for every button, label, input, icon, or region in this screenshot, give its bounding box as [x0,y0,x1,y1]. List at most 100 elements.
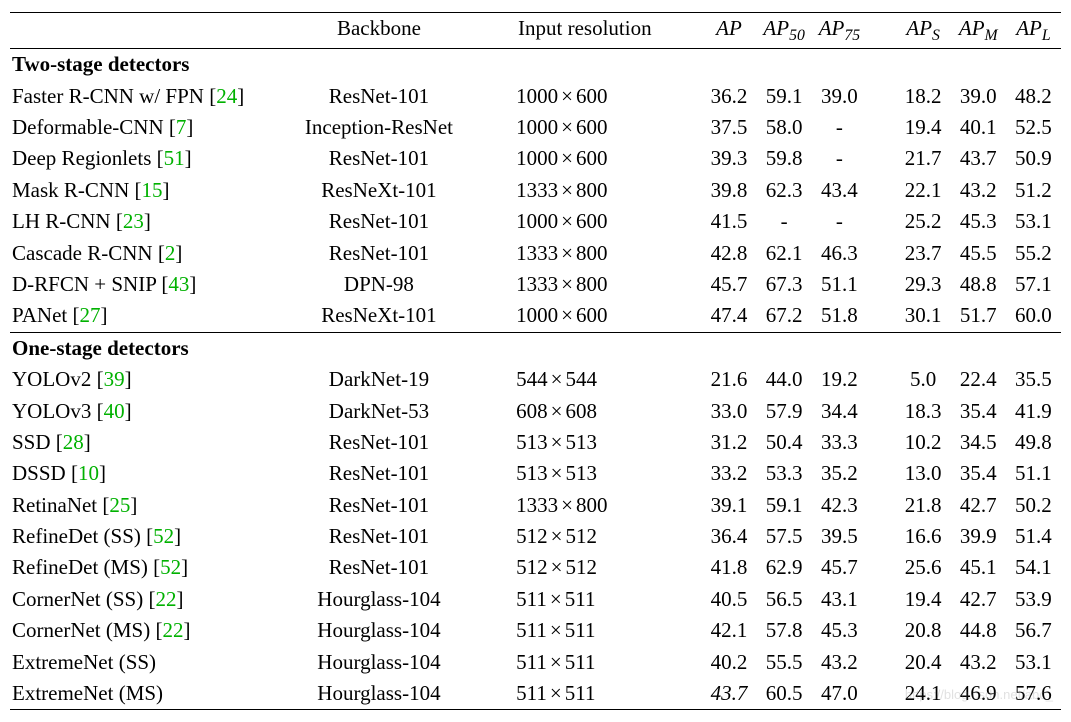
citation-link[interactable]: 10 [78,461,99,485]
gap-cell [867,552,896,583]
apl-cell: 60.0 [1006,300,1061,332]
resolution-cell: 511×511 [468,647,701,678]
resolution-cell: 1000×600 [468,81,701,112]
table-row: LH R-CNN [23]ResNet-1011000×60041.5--25.… [10,206,1061,237]
table-row: YOLOv3 [40]DarkNet-53608×60833.057.934.4… [10,396,1061,427]
aps-cell: 21.8 [896,490,951,521]
ap50-cell: 57.5 [756,521,811,552]
method-name: PANet [27] [10,300,290,332]
gap-cell [867,647,896,678]
citation-link[interactable]: 51 [164,146,185,170]
apm-cell: 43.2 [951,175,1006,206]
resolution-cell: 1000×600 [468,112,701,143]
ap-cell: 33.2 [701,458,756,489]
table-row: ExtremeNet (SS)Hourglass-104511×51140.25… [10,647,1061,678]
ap-cell: 39.8 [701,175,756,206]
ap50-cell: 67.2 [756,300,811,332]
aps-cell: 20.8 [896,615,951,646]
ap-cell: 36.2 [701,81,756,112]
apm-cell: 35.4 [951,396,1006,427]
method-name: Deep Regionlets [51] [10,143,290,174]
ap-cell: 41.8 [701,552,756,583]
apl-cell: 53.9 [1006,584,1061,615]
citation-link[interactable]: 15 [142,178,163,202]
ap75-cell: 51.1 [812,269,867,300]
aps-cell: 24.1 [896,678,951,710]
backbone-cell: DPN-98 [290,269,468,300]
ap50-cell: 62.1 [756,238,811,269]
citation-link[interactable]: 25 [109,493,130,517]
citation-link[interactable]: 27 [80,303,101,327]
gap-cell [867,143,896,174]
ap50-cell: 57.8 [756,615,811,646]
aps-cell: 19.4 [896,584,951,615]
backbone-cell: Inception-ResNet [290,112,468,143]
resolution-cell: 1333×800 [468,238,701,269]
ap75-cell: - [812,143,867,174]
citation-link[interactable]: 28 [63,430,84,454]
backbone-cell: ResNet-101 [290,238,468,269]
backbone-cell: ResNet-101 [290,490,468,521]
table-row: RefineDet (MS) [52]ResNet-101512×51241.8… [10,552,1061,583]
table-row: DSSD [10]ResNet-101513×51333.253.335.213… [10,458,1061,489]
ap-cell: 40.2 [701,647,756,678]
gap-cell [867,112,896,143]
col-header-apl: APL [1006,13,1061,49]
apl-cell: 49.8 [1006,427,1061,458]
ap-cell: 37.5 [701,112,756,143]
citation-link[interactable]: 23 [123,209,144,233]
col-header-ap75: AP75 [812,13,867,49]
method-name: DSSD [10] [10,458,290,489]
citation-link[interactable]: 24 [216,84,237,108]
citation-link[interactable]: 43 [168,272,189,296]
ap-cell: 42.1 [701,615,756,646]
ap-cell: 21.6 [701,364,756,395]
citation-link[interactable]: 39 [104,367,125,391]
citation-link[interactable]: 52 [153,524,174,548]
apl-cell: 51.2 [1006,175,1061,206]
apl-cell: 35.5 [1006,364,1061,395]
resolution-cell: 1000×600 [468,143,701,174]
citation-link[interactable]: 22 [155,587,176,611]
citation-link[interactable]: 40 [104,399,125,423]
ap50-cell: 57.9 [756,396,811,427]
backbone-cell: ResNeXt-101 [290,300,468,332]
ap75-cell: - [812,112,867,143]
resolution-cell: 511×511 [468,615,701,646]
backbone-cell: ResNet-101 [290,552,468,583]
apm-cell: 42.7 [951,490,1006,521]
resolution-cell: 1333×800 [468,269,701,300]
gap-cell [867,81,896,112]
ap75-cell: 35.2 [812,458,867,489]
table-row: ExtremeNet (MS)Hourglass-104511×51143.76… [10,678,1061,710]
citation-link[interactable]: 7 [176,115,187,139]
table-row: PANet [27]ResNeXt-1011000×60047.467.251.… [10,300,1061,332]
citation-link[interactable]: 52 [160,555,181,579]
apm-cell: 48.8 [951,269,1006,300]
apl-cell: 50.2 [1006,490,1061,521]
ap75-cell: 45.7 [812,552,867,583]
aps-cell: 22.1 [896,175,951,206]
aps-cell: 23.7 [896,238,951,269]
ap75-cell: - [812,206,867,237]
citation-link[interactable]: 2 [165,241,176,265]
aps-cell: 18.3 [896,396,951,427]
ap75-cell: 46.3 [812,238,867,269]
ap75-cell: 43.1 [812,584,867,615]
apl-cell: 54.1 [1006,552,1061,583]
citation-link[interactable]: 22 [162,618,183,642]
gap-cell [867,678,896,710]
method-name: Cascade R-CNN [2] [10,238,290,269]
section-header: Two-stage detectors [10,49,1061,81]
aps-cell: 29.3 [896,269,951,300]
method-name: Deformable-CNN [7] [10,112,290,143]
apm-cell: 39.0 [951,81,1006,112]
method-name: YOLOv2 [39] [10,364,290,395]
method-name: CornerNet (MS) [22] [10,615,290,646]
ap-cell: 41.5 [701,206,756,237]
resolution-cell: 1333×800 [468,490,701,521]
backbone-cell: ResNet-101 [290,143,468,174]
gap-cell [867,238,896,269]
method-name: Faster R-CNN w/ FPN [24] [10,81,290,112]
apm-cell: 45.5 [951,238,1006,269]
